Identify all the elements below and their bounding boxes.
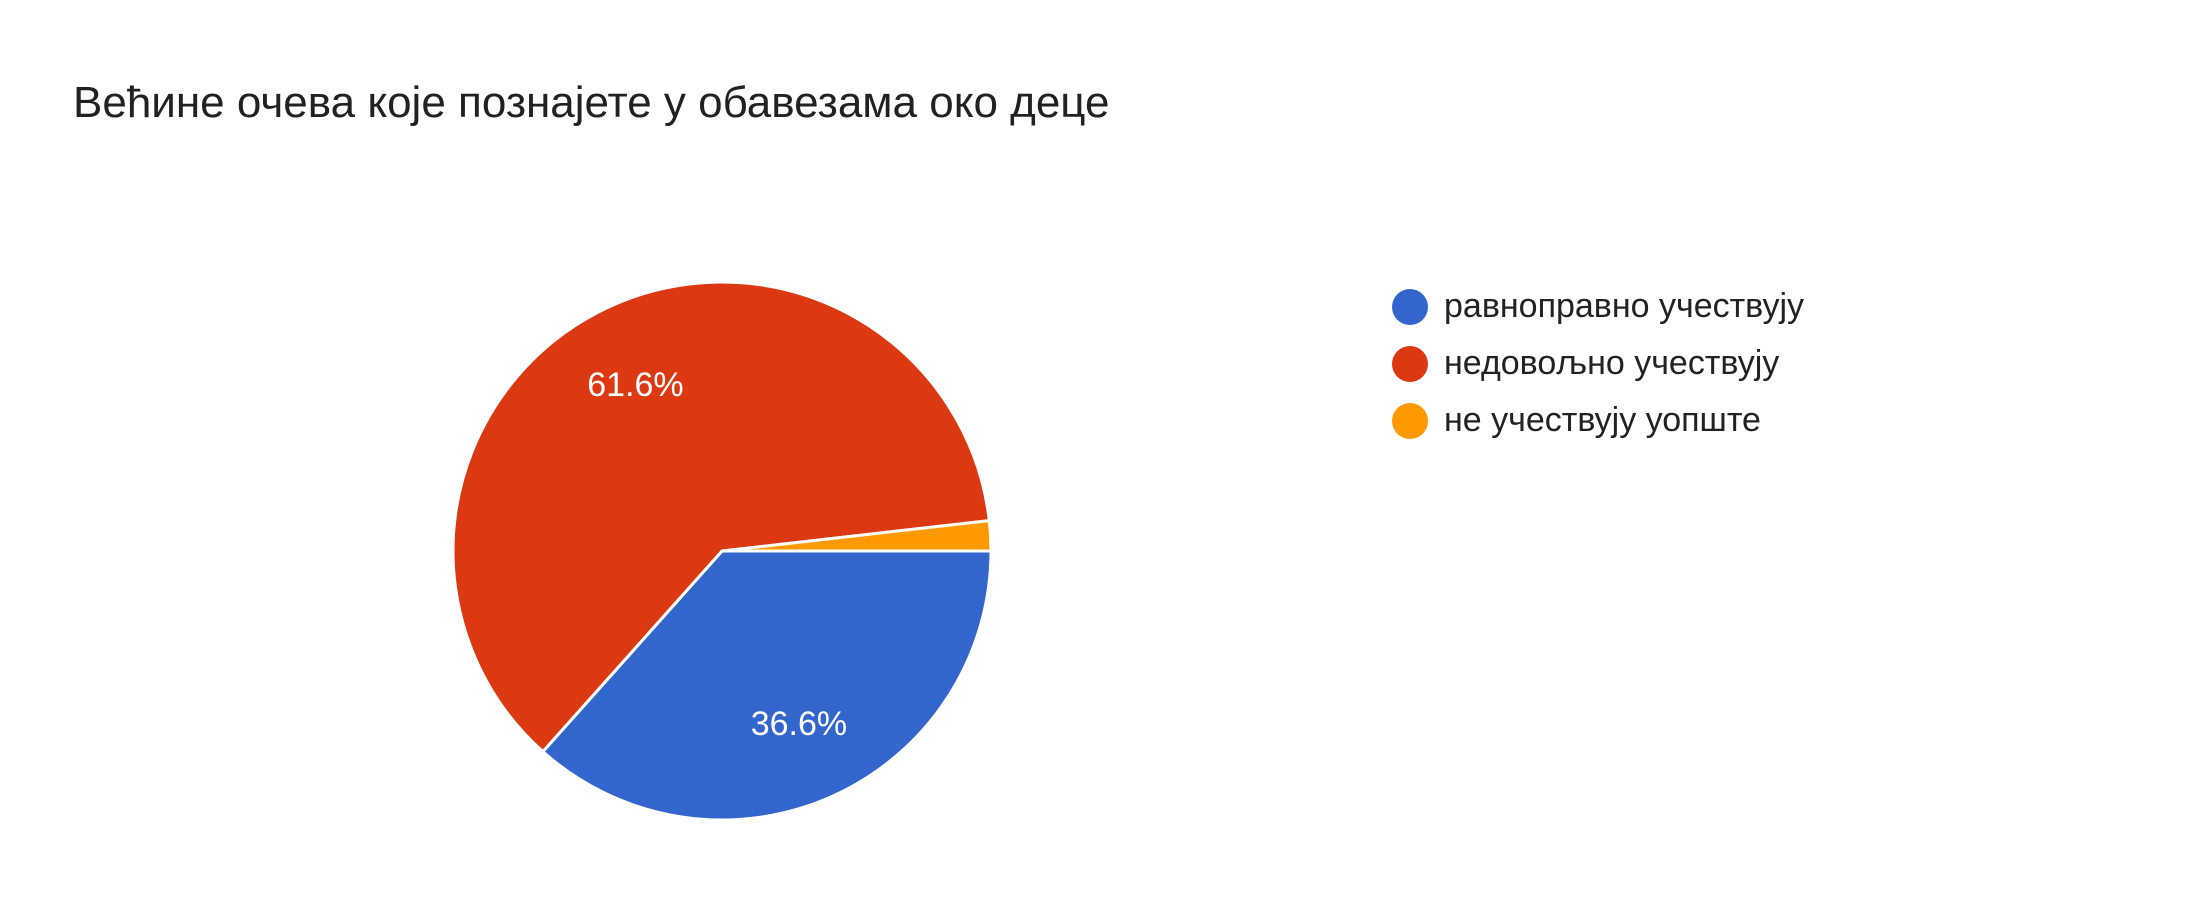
data-label: 36.6% (751, 705, 847, 743)
legend-item[interactable]: недовољно учествују (1392, 335, 1804, 392)
legend-label: не учествују уопште (1444, 401, 1761, 439)
data-label: 61.6% (587, 366, 683, 404)
legend: равноправно учествују недовољно учествују… (1392, 278, 1804, 449)
legend-item[interactable]: равноправно учествују (1392, 278, 1804, 335)
pie-slice[interactable] (540, 549, 993, 822)
legend-item[interactable]: не учествују уопште (1392, 392, 1804, 449)
legend-label: недовољно учествују (1444, 344, 1780, 382)
chart-title: Већине очева које познајете у обавезама … (73, 78, 1110, 127)
legend-swatch (1392, 288, 1428, 325)
legend-swatch (1392, 345, 1428, 382)
pie-slice[interactable] (721, 518, 993, 553)
legend-label: равноправно учествују (1444, 287, 1805, 325)
pie-slice[interactable] (451, 280, 991, 754)
legend-swatch (1392, 402, 1428, 439)
